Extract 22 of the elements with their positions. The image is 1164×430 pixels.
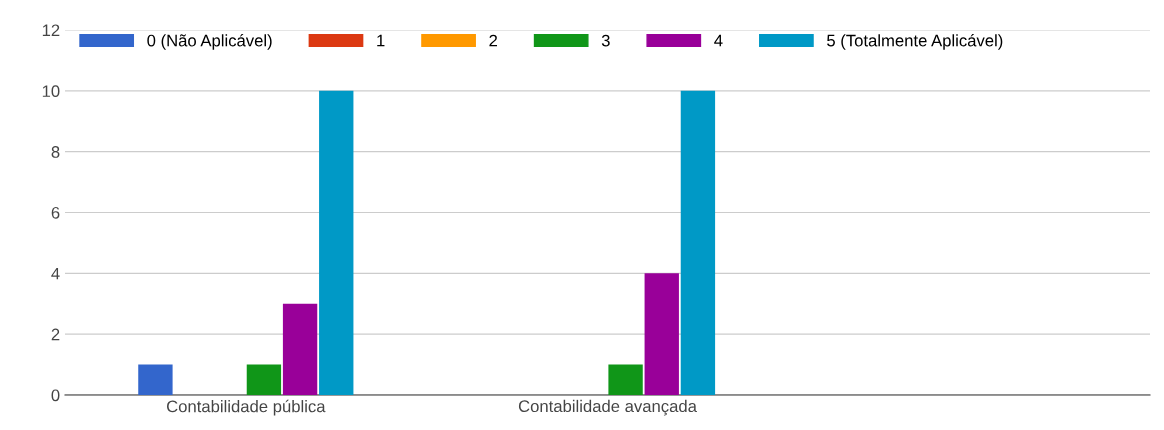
legend-label: 0 (Não Aplicável) bbox=[147, 34, 272, 50]
bar bbox=[644, 273, 679, 395]
y-tick-label: 10 bbox=[42, 85, 60, 98]
bar bbox=[138, 364, 173, 395]
x-tick-label: Contabilidade pública bbox=[167, 399, 326, 416]
y-tick-label: 2 bbox=[51, 328, 60, 341]
legend-label: 1 bbox=[377, 34, 385, 47]
y-tick-label: 12 bbox=[42, 24, 60, 37]
bar bbox=[246, 364, 282, 395]
legend-label: 3 bbox=[601, 34, 610, 47]
bar bbox=[608, 364, 643, 395]
y-tick-label: 8 bbox=[51, 146, 60, 158]
legend-label: 4 bbox=[714, 34, 723, 47]
bar bbox=[680, 90, 716, 395]
y-tick-label: 4 bbox=[51, 267, 60, 280]
bar bbox=[282, 303, 318, 395]
legend-label: 5 (Totalmente Aplicável) bbox=[827, 34, 1003, 50]
legend-label: 2 bbox=[489, 34, 498, 47]
x-tick-label: Contabilidade avançada bbox=[518, 399, 697, 416]
y-tick-label: 6 bbox=[51, 206, 60, 219]
bar bbox=[319, 90, 354, 395]
y-tick-label: 0 bbox=[51, 389, 60, 402]
